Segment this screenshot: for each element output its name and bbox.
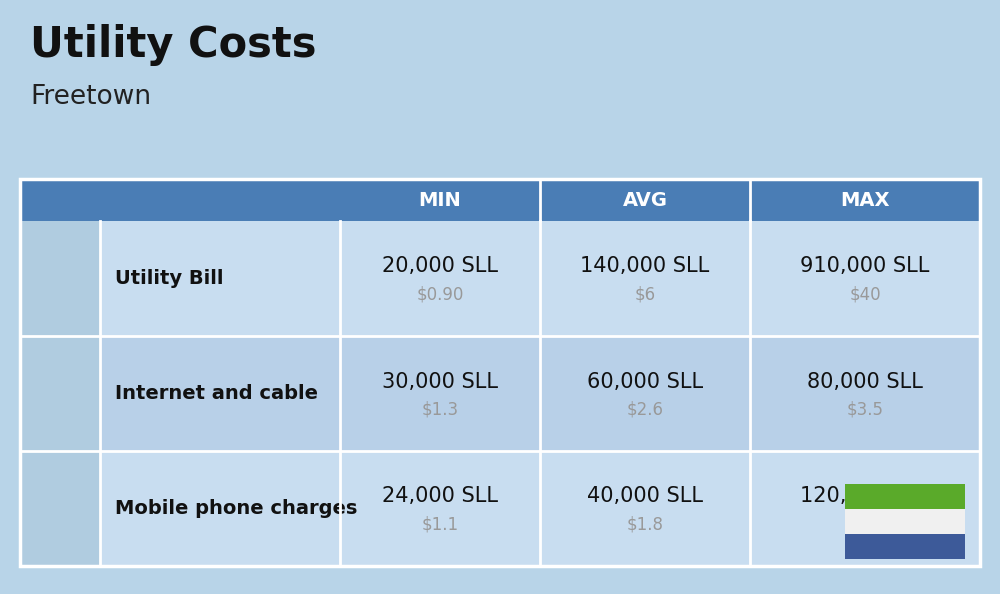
Text: 140,000 SLL: 140,000 SLL [580,257,710,276]
Text: MAX: MAX [840,191,890,210]
Text: AVG: AVG [622,191,668,210]
Text: Utility Bill: Utility Bill [115,269,224,288]
Text: 910,000 SLL: 910,000 SLL [800,257,930,276]
Bar [20,336,980,451]
Text: Utility Costs: Utility Costs [30,24,316,66]
Bar [20,179,980,566]
Text: 20,000 SLL: 20,000 SLL [382,257,498,276]
Text: 60,000 SLL: 60,000 SLL [587,371,703,391]
Text: 80,000 SLL: 80,000 SLL [807,371,923,391]
Text: $5.3: $5.3 [846,516,884,533]
Text: $2.6: $2.6 [626,400,664,419]
Text: $0.90: $0.90 [416,286,464,304]
Bar [20,336,100,451]
Bar [20,221,980,336]
Bar [20,451,980,566]
Text: Mobile phone charges: Mobile phone charges [115,499,357,518]
Text: 30,000 SLL: 30,000 SLL [382,371,498,391]
Text: $3.5: $3.5 [846,400,884,419]
Bar [845,509,965,534]
Text: $6: $6 [634,286,656,304]
Bar [845,534,965,559]
Text: Internet and cable: Internet and cable [115,384,318,403]
Text: $40: $40 [849,286,881,304]
Text: MIN: MIN [419,191,461,210]
Text: $1.8: $1.8 [626,516,664,533]
Bar [20,179,980,221]
Text: 40,000 SLL: 40,000 SLL [587,486,703,507]
Text: Freetown: Freetown [30,84,151,110]
Bar [20,451,100,566]
Text: $1.3: $1.3 [421,400,459,419]
Bar [20,221,100,336]
Text: 24,000 SLL: 24,000 SLL [382,486,498,507]
Text: $1.1: $1.1 [421,516,459,533]
Text: 120,000 SLL: 120,000 SLL [800,486,930,507]
Bar [845,484,965,509]
